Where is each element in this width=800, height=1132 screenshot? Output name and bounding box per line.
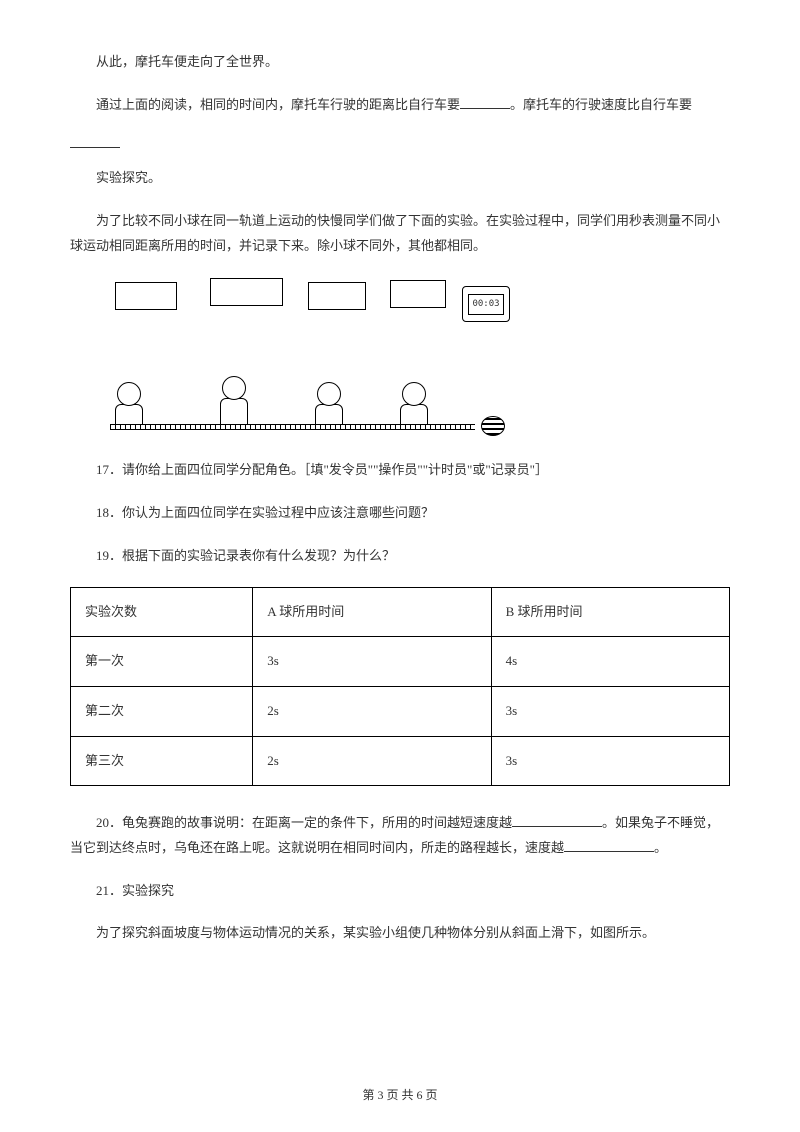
kid-figure	[400, 382, 428, 428]
question-17: 17．请你给上面四位同学分配角色。［填"发令员""操作员""计时员"或"记录员"…	[70, 458, 730, 483]
kid-figure	[115, 382, 143, 428]
table-cell: 第三次	[71, 736, 253, 786]
paragraph-experiment: 为了比较不同小球在同一轨道上运动的快慢同学们做了下面的实验。在实验过程中，同学们…	[70, 209, 730, 258]
experiment-illustration: 00:03	[110, 278, 510, 438]
question-19: 19．根据下面的实验记录表你有什么发现？为什么？	[70, 544, 730, 569]
section-heading: 实验探究。	[70, 166, 730, 191]
table-row: 第三次 2s 3s	[71, 736, 730, 786]
table-header: B 球所用时间	[491, 587, 729, 637]
fill-blank[interactable]	[564, 839, 654, 852]
experiment-data-table: 实验次数 A 球所用时间 B 球所用时间 第一次 3s 4s 第二次 2s 3s…	[70, 587, 730, 787]
fill-blank[interactable]	[70, 135, 120, 148]
table-cell: 2s	[253, 736, 491, 786]
speech-box	[308, 282, 366, 310]
fill-blank[interactable]	[512, 814, 602, 827]
timer-icon: 00:03	[462, 286, 510, 322]
text-fragment: 。	[654, 840, 667, 855]
kid-figure	[220, 376, 248, 428]
table-cell: 2s	[253, 686, 491, 736]
text-fragment: 通过上面的阅读，相同的时间内，摩托车行驶的距离比自行车要	[96, 97, 460, 112]
table-cell: 第一次	[71, 637, 253, 687]
table-cell: 3s	[253, 637, 491, 687]
speech-box	[210, 278, 283, 306]
table-row: 第二次 2s 3s	[71, 686, 730, 736]
question-21-body: 为了探究斜面坡度与物体运动情况的关系，某实验小组使几种物体分别从斜面上滑下，如图…	[70, 921, 730, 946]
table-cell: 4s	[491, 637, 729, 687]
table-header: A 球所用时间	[253, 587, 491, 637]
speech-box	[115, 282, 177, 310]
question-18: 18．你认为上面四位同学在实验过程中应该注意哪些问题？	[70, 501, 730, 526]
track-ruler	[110, 424, 475, 430]
speech-box	[390, 280, 446, 308]
text-fragment: 20．龟兔赛跑的故事说明：在距离一定的条件下，所用的时间越短速度越	[96, 815, 512, 830]
page-footer: 第 3 页 共 6 页	[0, 1084, 800, 1107]
text-fragment: 。摩托车的行驶速度比自行车要	[510, 97, 692, 112]
table-cell: 第二次	[71, 686, 253, 736]
timer-display: 00:03	[468, 294, 503, 315]
table-row: 第一次 3s 4s	[71, 637, 730, 687]
question-20: 20．龟兔赛跑的故事说明：在距离一定的条件下，所用的时间越短速度越。如果兔子不睡…	[70, 811, 730, 860]
paragraph-reading: 通过上面的阅读，相同的时间内，摩托车行驶的距离比自行车要 。摩托车的行驶速度比自行…	[70, 93, 730, 118]
question-21: 21．实验探究	[70, 879, 730, 904]
table-header: 实验次数	[71, 587, 253, 637]
ball-icon	[481, 416, 505, 436]
table-cell: 3s	[491, 736, 729, 786]
paragraph-intro: 从此，摩托车便走向了全世界。	[70, 50, 730, 75]
fill-blank[interactable]	[460, 96, 510, 109]
kid-figure	[315, 382, 343, 428]
table-cell: 3s	[491, 686, 729, 736]
table-row: 实验次数 A 球所用时间 B 球所用时间	[71, 587, 730, 637]
